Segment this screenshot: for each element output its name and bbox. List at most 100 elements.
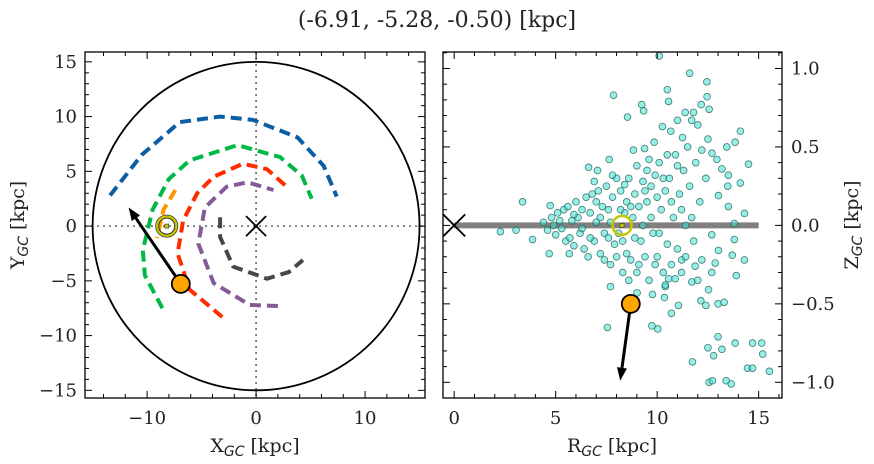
x-tick-label: 0 <box>448 408 459 429</box>
scatter-point <box>688 358 697 366</box>
scatter-point <box>675 190 684 198</box>
scatter-point <box>673 161 682 170</box>
scatter-point <box>650 138 658 147</box>
scatter-point <box>639 221 647 230</box>
scatter-point <box>633 268 641 277</box>
scatter-point <box>610 240 619 249</box>
sun-inner-ring <box>158 217 176 235</box>
scatter-point <box>711 259 720 267</box>
scatter-point <box>713 155 721 164</box>
scatter-point <box>565 249 574 258</box>
scatter-point <box>720 298 728 307</box>
axes-frame <box>84 51 426 399</box>
scatter-point <box>698 256 706 264</box>
scatter-point <box>693 121 702 129</box>
scatter-point <box>663 150 672 159</box>
scatter-point <box>661 187 670 195</box>
scatter-point <box>639 177 647 186</box>
scatter-point <box>551 231 560 239</box>
scatter-point <box>724 202 733 211</box>
scatter-point <box>707 231 716 239</box>
scatter-point <box>673 116 682 125</box>
scatter-point <box>628 213 637 222</box>
scatter-point <box>658 122 667 131</box>
scatter-point <box>584 163 593 172</box>
scatter-point <box>707 268 716 277</box>
right-x-axis-label: RGC [kpc] <box>567 435 657 460</box>
scatter-point <box>651 260 659 269</box>
scatter-point <box>643 198 651 206</box>
x-tick-label: 15 <box>747 408 770 429</box>
scatter-point <box>631 234 639 242</box>
x-tick-label: 0 <box>250 408 261 429</box>
scatter-point <box>590 177 599 186</box>
scatter-point <box>618 268 627 277</box>
scatter-point <box>570 241 578 250</box>
arrow-shaft <box>620 303 633 369</box>
scatter-point <box>545 249 553 258</box>
scatter-point <box>512 226 520 234</box>
scatter-point <box>765 367 774 376</box>
x-marker-icon <box>245 215 267 237</box>
scatter-point <box>732 271 741 280</box>
scatter-point <box>648 322 656 330</box>
scatter-point <box>748 339 757 347</box>
scatter-point <box>637 100 646 109</box>
sun-symbol-icon <box>155 214 179 238</box>
scatter-point <box>661 281 670 289</box>
scatter-point <box>592 198 601 206</box>
scatter-point <box>582 193 590 201</box>
scatter-point <box>667 260 676 269</box>
axes-frame <box>442 51 783 399</box>
scatter-point <box>608 193 617 201</box>
scatter-point <box>570 210 578 219</box>
figure-title: (-6.91, -5.28, -0.50) [kpc] <box>298 8 576 33</box>
scatter-point <box>643 166 651 175</box>
velocity-arrow <box>128 207 183 285</box>
scatter-point <box>731 138 739 147</box>
scatter-point <box>653 193 661 201</box>
scatter-point <box>578 205 586 214</box>
x-tick-label: 10 <box>354 408 377 429</box>
star-position-marker <box>620 293 641 314</box>
scatter-point <box>539 218 548 227</box>
scatter-point <box>645 155 653 164</box>
scatter-point <box>660 293 669 302</box>
scatter-point <box>578 224 586 233</box>
scatter-point <box>635 202 643 211</box>
x-tick-label: 5 <box>550 408 561 429</box>
scatter-points <box>496 52 774 388</box>
scatter-point <box>666 127 675 136</box>
scatter-point <box>744 160 753 168</box>
scatter-point <box>736 127 745 136</box>
scatter-point <box>736 179 745 187</box>
scatter-point <box>606 282 615 291</box>
scatter-point <box>665 174 674 183</box>
scatter-point <box>647 182 655 190</box>
arrow-head <box>617 367 627 381</box>
scatter-point <box>681 221 690 230</box>
sun-outer-ring <box>155 214 179 238</box>
scatter-point <box>623 113 632 121</box>
scatter-point <box>730 235 739 244</box>
scatter-point <box>648 290 657 299</box>
scatter-point <box>618 237 627 245</box>
scatter-point <box>586 234 594 242</box>
scatter-point <box>663 240 672 249</box>
scatter-point <box>645 276 653 285</box>
scatter-point <box>640 144 649 153</box>
scatter-point <box>606 260 615 269</box>
scatter-point <box>691 262 699 270</box>
scatter-point <box>681 252 690 261</box>
scatter-point <box>677 205 686 214</box>
arrow-head <box>128 207 141 222</box>
scatter-point <box>598 202 607 211</box>
scatter-point <box>702 301 710 310</box>
sun-ring <box>611 214 633 237</box>
scatter-point <box>620 180 629 189</box>
spiral-arm-5 <box>196 180 278 308</box>
scatter-point <box>698 146 706 154</box>
scatter-point <box>664 97 673 106</box>
scatter-point <box>543 226 552 234</box>
scatter-point <box>600 229 609 238</box>
